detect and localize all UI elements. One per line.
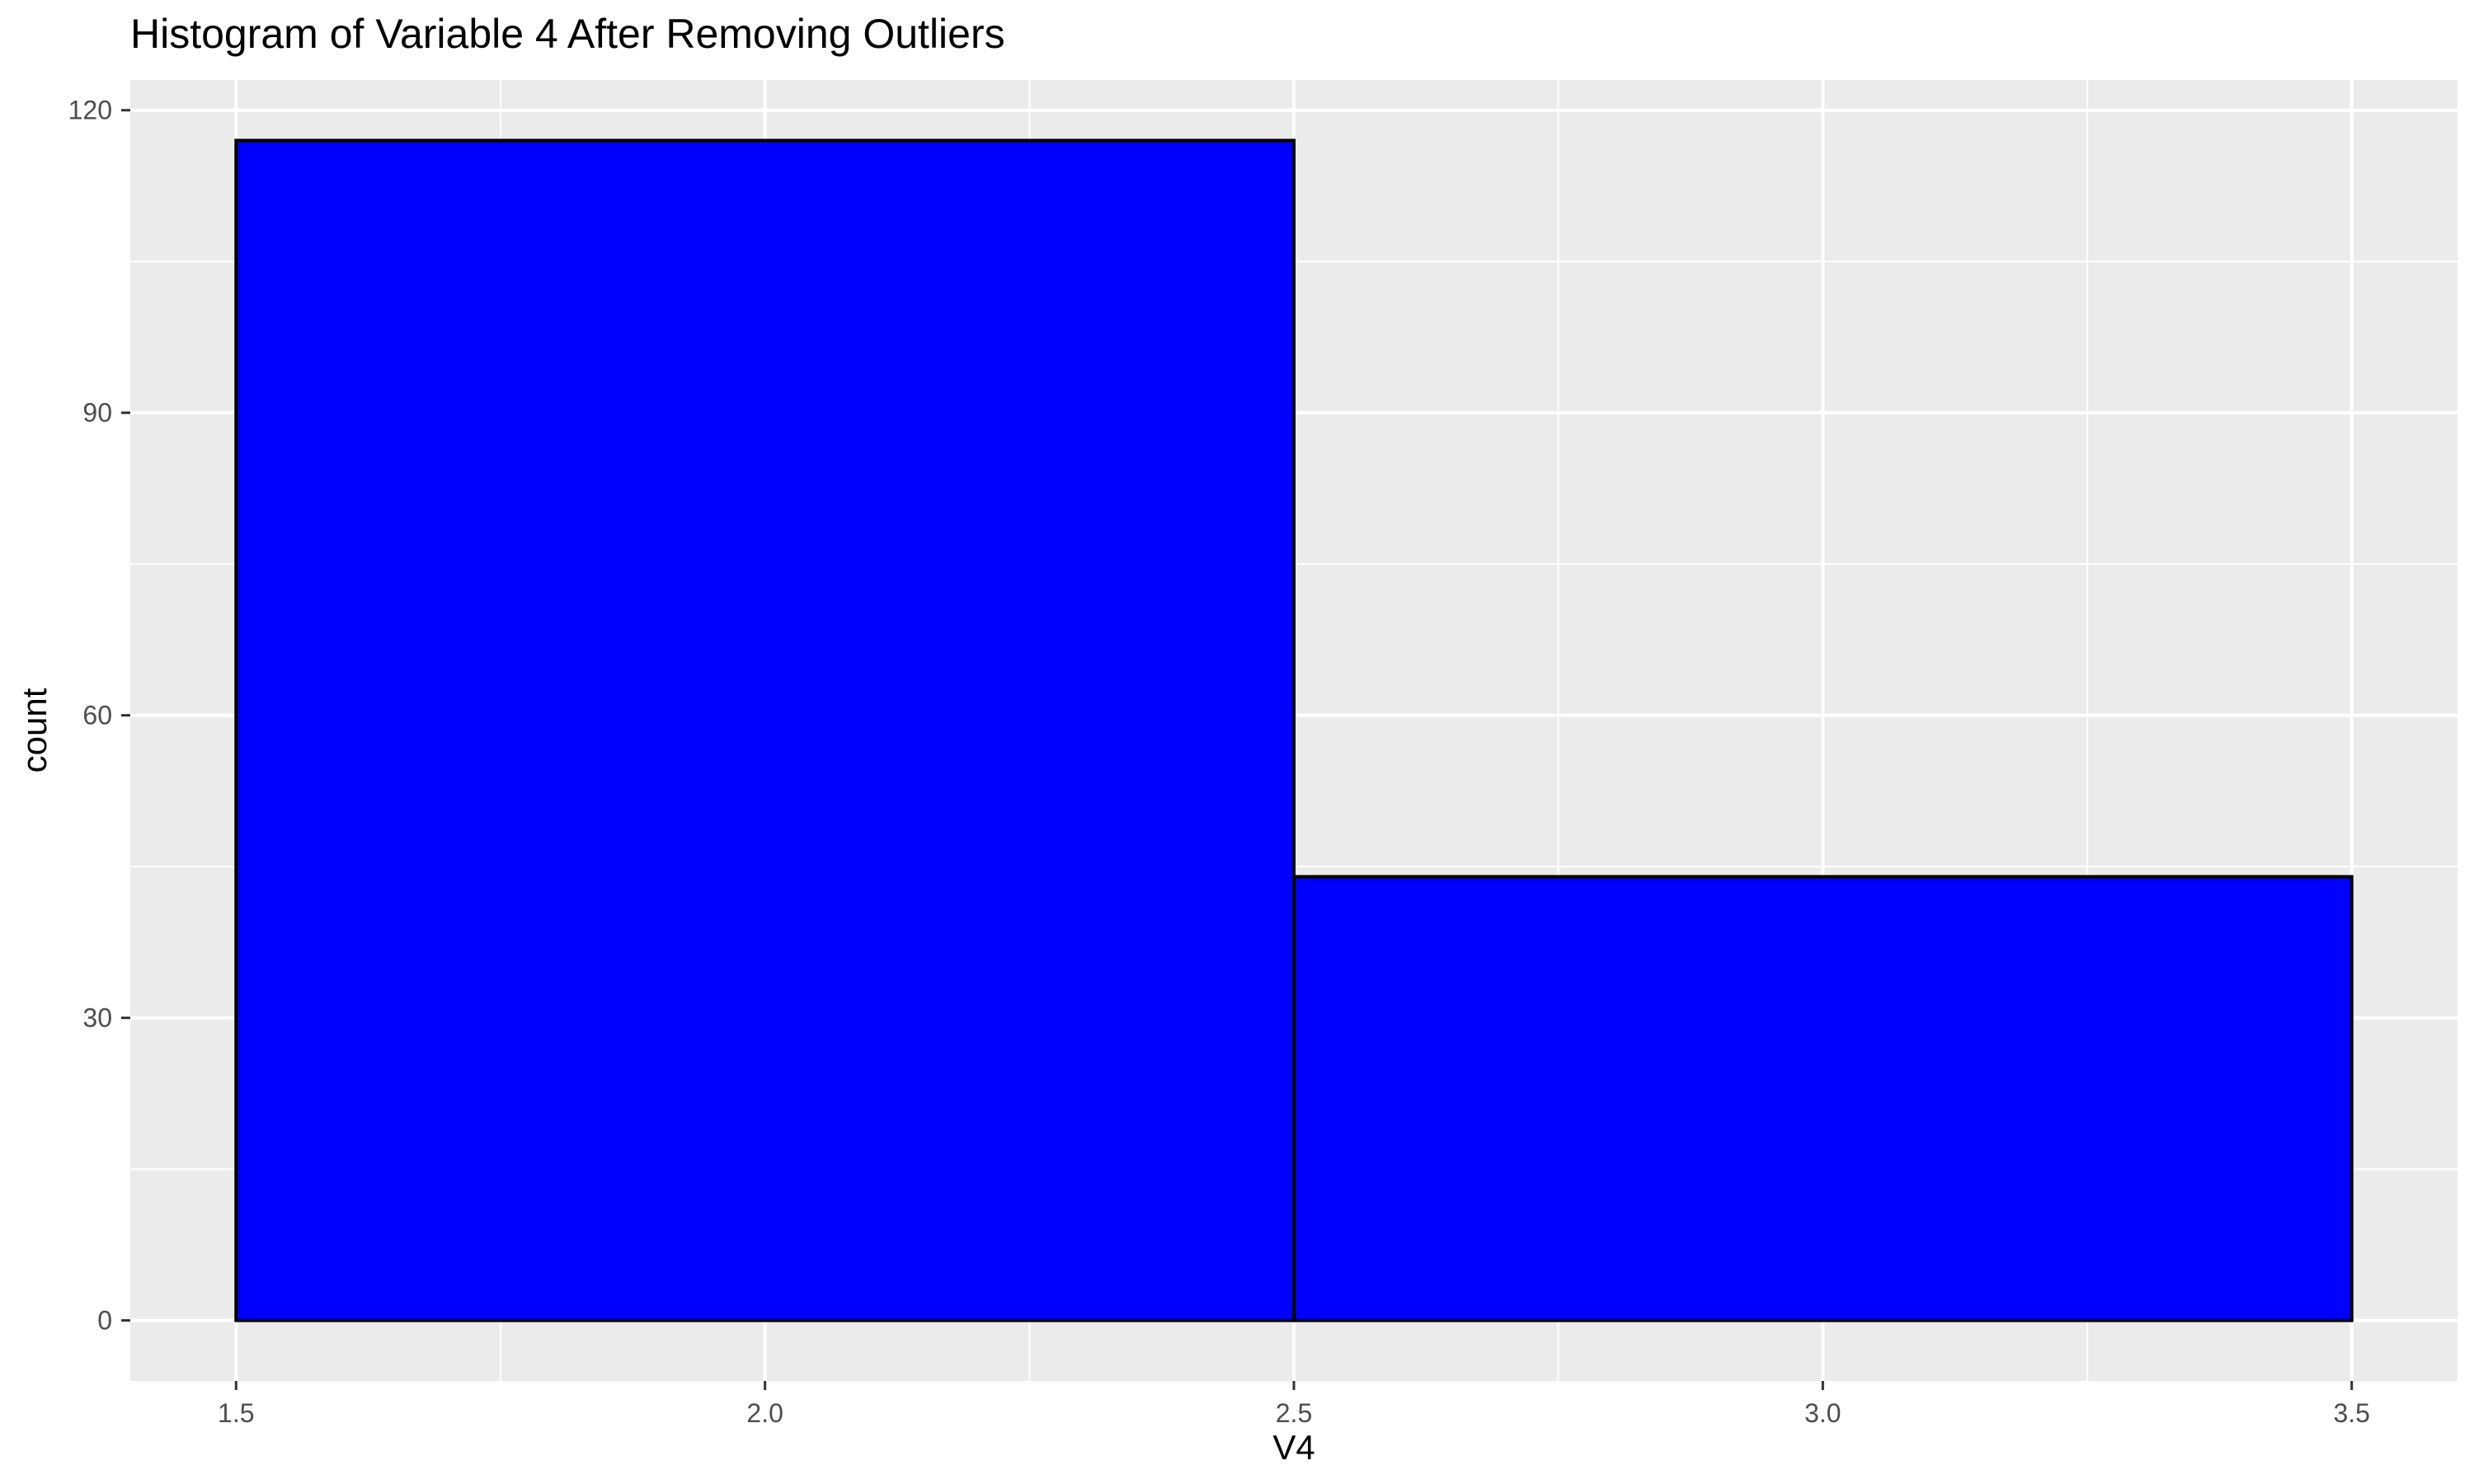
y-tick-label: 30 xyxy=(82,1003,112,1033)
x-tick-label: 2.5 xyxy=(1276,1398,1312,1428)
chart-title: Histogram of Variable 4 After Removing O… xyxy=(130,11,1005,57)
x-tick-label: 3.0 xyxy=(1804,1398,1841,1428)
y-tick-label: 60 xyxy=(82,701,112,730)
x-axis-title: V4 xyxy=(1272,1428,1315,1467)
x-tick-label: 1.5 xyxy=(218,1398,254,1428)
y-tick-label: 0 xyxy=(97,1306,112,1336)
y-tick-label: 120 xyxy=(68,96,112,125)
y-tick-label: 90 xyxy=(82,398,112,428)
y-axis-title: count xyxy=(15,688,54,773)
histogram-bar xyxy=(234,139,1296,1322)
histogram-bar xyxy=(1292,875,2354,1322)
x-tick-label: 2.0 xyxy=(746,1398,783,1428)
x-tick-label: 3.5 xyxy=(2333,1398,2369,1428)
histogram-bars xyxy=(234,139,2354,1322)
y-axis-ticks: 0 30 60 90 120 xyxy=(68,96,130,1336)
x-axis-ticks: 1.5 2.0 2.5 3.0 3.5 xyxy=(218,1381,2370,1428)
